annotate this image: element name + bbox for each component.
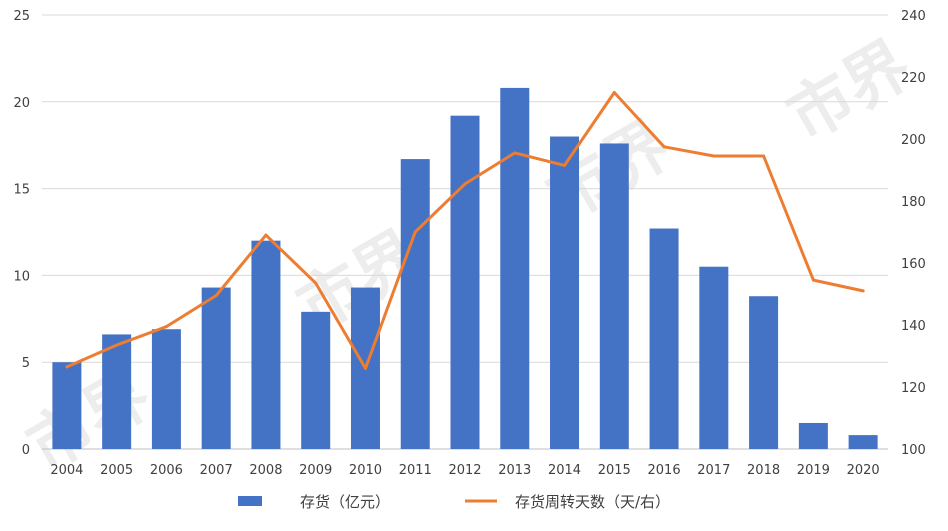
line-point-2005 bbox=[115, 343, 119, 347]
line-point-2006 bbox=[164, 325, 168, 329]
bar-2011 bbox=[400, 159, 430, 449]
right-tick-200: 200 bbox=[901, 133, 926, 148]
line-point-2009 bbox=[314, 281, 318, 285]
legend: 存货（亿元） 存货周转天数（天/右） bbox=[238, 493, 670, 511]
watermark-text-0: 市界 bbox=[16, 358, 164, 486]
x-tick-2007: 2007 bbox=[200, 463, 233, 478]
bar-series bbox=[52, 87, 878, 450]
line-series bbox=[65, 91, 865, 370]
x-tick-2013: 2013 bbox=[498, 463, 531, 478]
left-tick-5: 5 bbox=[22, 356, 30, 371]
bar-2016 bbox=[649, 228, 679, 449]
left-tick-25: 25 bbox=[13, 9, 30, 24]
x-tick-2010: 2010 bbox=[349, 463, 382, 478]
right-tick-100: 100 bbox=[901, 443, 926, 458]
x-tick-2004: 2004 bbox=[50, 463, 83, 478]
bar-2017 bbox=[699, 266, 729, 449]
x-tick-2019: 2019 bbox=[797, 463, 830, 478]
line-point-2015 bbox=[612, 91, 616, 94]
x-tick-2018: 2018 bbox=[747, 463, 780, 478]
bar-2019 bbox=[798, 422, 828, 449]
bar-2005 bbox=[102, 334, 132, 449]
left-axis: 0 5 10 15 20 25 bbox=[13, 9, 30, 458]
right-tick-140: 140 bbox=[901, 319, 926, 334]
right-tick-240: 240 bbox=[901, 9, 926, 24]
bar-2008 bbox=[251, 240, 281, 449]
x-tick-2020: 2020 bbox=[847, 463, 880, 478]
line-point-2019 bbox=[811, 278, 815, 282]
right-tick-120: 120 bbox=[901, 381, 926, 396]
x-tick-2005: 2005 bbox=[100, 463, 133, 478]
bar-2006 bbox=[151, 329, 181, 449]
x-tick-2015: 2015 bbox=[598, 463, 631, 478]
left-tick-10: 10 bbox=[13, 269, 30, 284]
right-axis: 100 120 140 160 180 200 220 240 bbox=[901, 9, 926, 458]
legend-line-label: 存货周转天数（天/右） bbox=[515, 493, 670, 511]
bar-2013 bbox=[500, 87, 530, 450]
right-tick-160: 160 bbox=[901, 257, 926, 272]
right-tick-220: 220 bbox=[901, 71, 926, 86]
line-point-2008 bbox=[264, 233, 268, 237]
line-point-2017 bbox=[712, 154, 716, 158]
line-point-2011 bbox=[413, 230, 417, 234]
line-point-2020 bbox=[861, 289, 865, 293]
line-point-2012 bbox=[463, 182, 467, 186]
x-tick-2009: 2009 bbox=[299, 463, 332, 478]
x-tick-2008: 2008 bbox=[249, 463, 282, 478]
bar-2018 bbox=[749, 296, 779, 449]
x-tick-2011: 2011 bbox=[399, 463, 432, 478]
x-tick-2016: 2016 bbox=[648, 463, 681, 478]
line-point-2013 bbox=[513, 151, 517, 155]
bar-2012 bbox=[450, 115, 480, 450]
line-point-2007 bbox=[214, 294, 218, 298]
line-point-2004 bbox=[65, 365, 69, 369]
bar-2007 bbox=[201, 287, 231, 449]
bar-2014 bbox=[550, 136, 580, 449]
left-tick-0: 0 bbox=[22, 443, 30, 458]
bar-2004 bbox=[52, 362, 82, 449]
line-point-2018 bbox=[762, 154, 766, 158]
legend-bar-swatch bbox=[238, 496, 262, 506]
line-point-2014 bbox=[563, 163, 567, 167]
bar-2015 bbox=[599, 143, 629, 450]
x-tick-2017: 2017 bbox=[697, 463, 730, 478]
right-tick-180: 180 bbox=[901, 195, 926, 210]
bar-2009 bbox=[301, 311, 331, 449]
bar-2020 bbox=[848, 435, 878, 449]
line-point-2016 bbox=[662, 145, 666, 149]
x-tick-2006: 2006 bbox=[150, 463, 183, 478]
left-tick-20: 20 bbox=[13, 96, 30, 111]
left-tick-15: 15 bbox=[13, 183, 30, 198]
x-axis: 2004 2005 2006 2007 2008 2009 2010 2011 2012 2013… bbox=[50, 463, 879, 478]
x-tick-2014: 2014 bbox=[548, 463, 581, 478]
line-point-2010 bbox=[363, 366, 367, 370]
legend-bar-label: 存货（亿元） bbox=[300, 493, 390, 511]
x-tick-2012: 2012 bbox=[448, 463, 481, 478]
